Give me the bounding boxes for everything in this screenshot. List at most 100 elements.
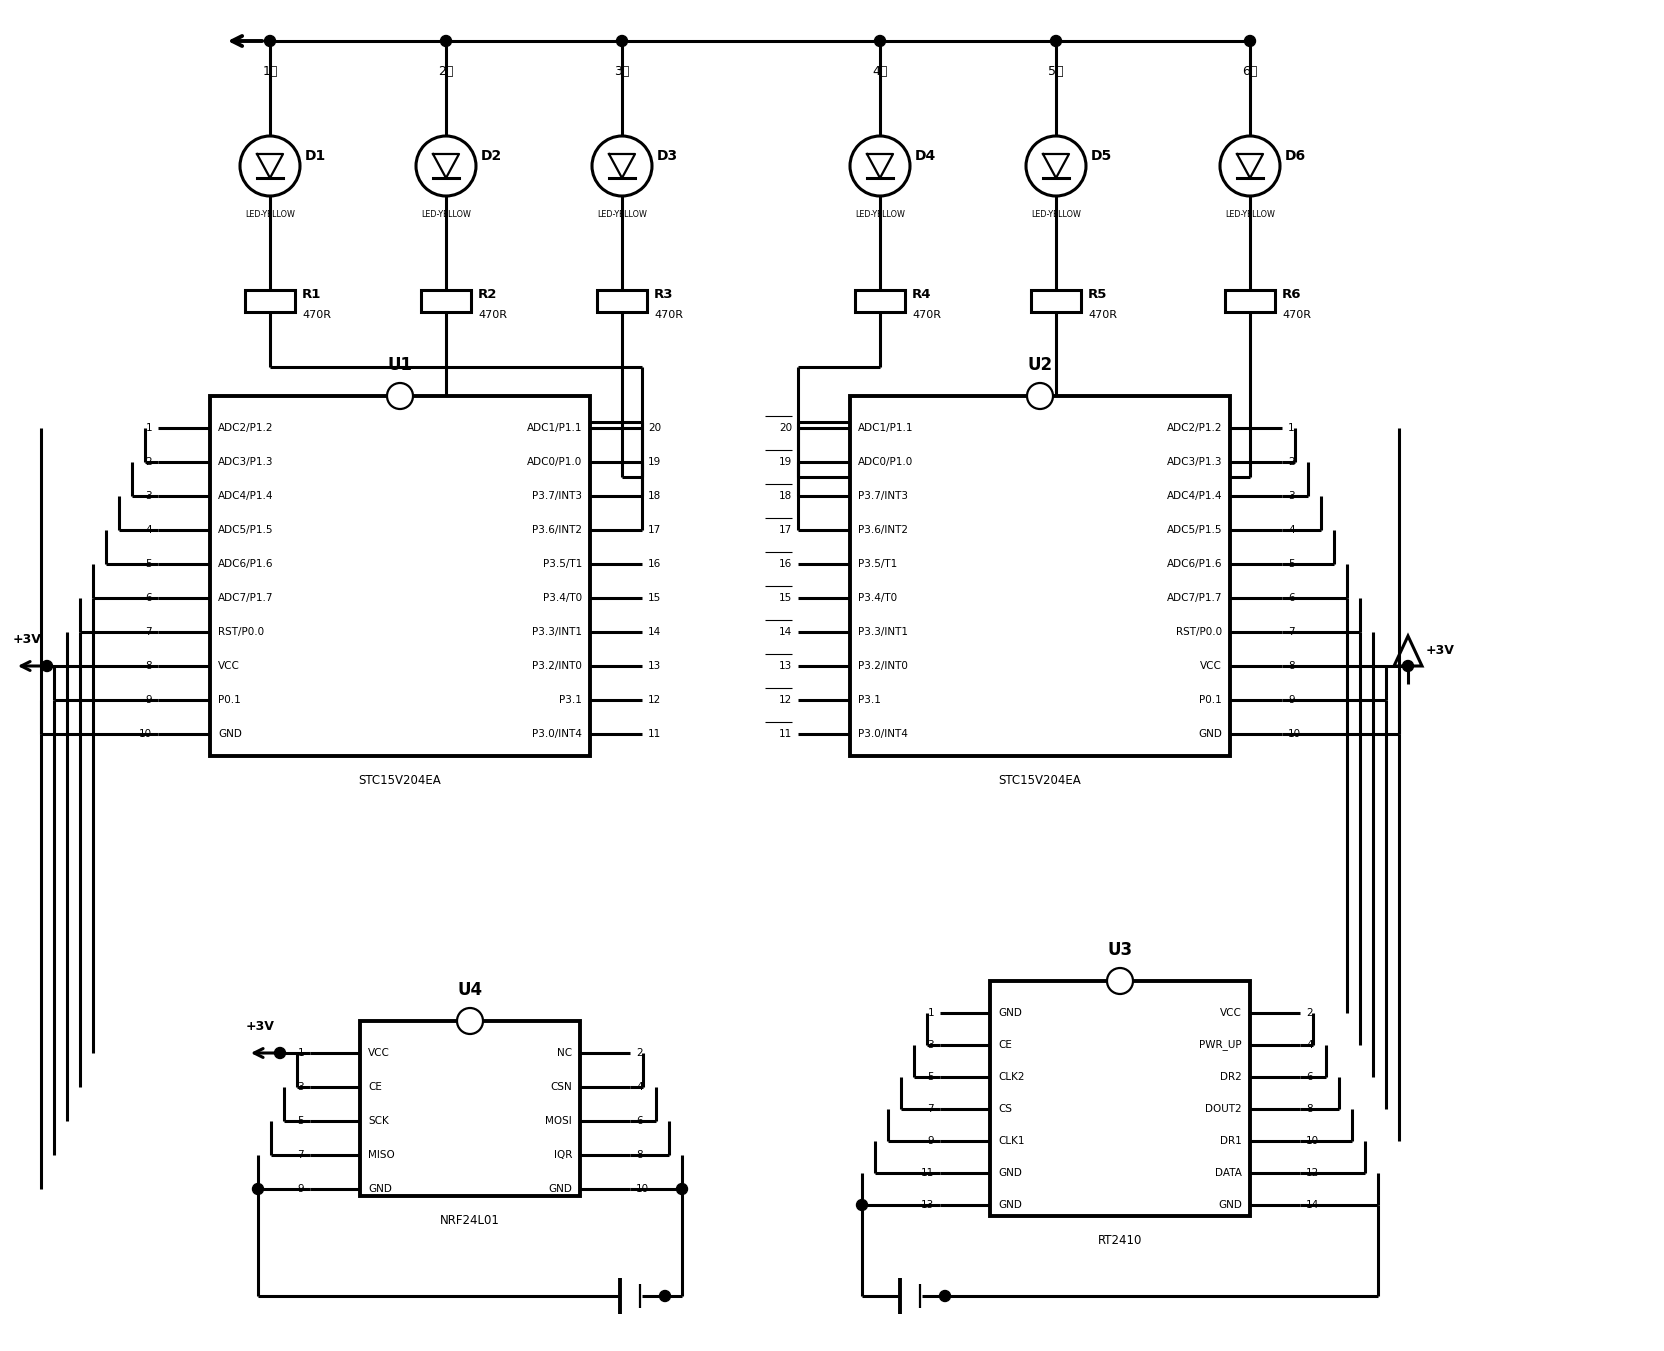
Text: U1: U1: [388, 357, 413, 374]
Text: MOSI: MOSI: [546, 1116, 572, 1125]
Text: P3.3/INT1: P3.3/INT1: [532, 627, 582, 638]
Text: 20: 20: [647, 423, 661, 434]
Text: STC15V204EA: STC15V204EA: [998, 774, 1082, 788]
Text: D1: D1: [305, 149, 326, 163]
Text: NC: NC: [557, 1048, 572, 1058]
Text: 3: 3: [298, 1082, 305, 1092]
Text: 13: 13: [920, 1200, 934, 1210]
Text: GND: GND: [218, 730, 241, 739]
Text: CE: CE: [368, 1082, 381, 1092]
Text: RST/P0.0: RST/P0.0: [218, 627, 265, 638]
Text: LED-YELLOW: LED-YELLOW: [1225, 209, 1275, 219]
Text: 6: 6: [1288, 593, 1295, 603]
Circle shape: [857, 1200, 867, 1210]
Text: ADC4/P1.4: ADC4/P1.4: [218, 490, 273, 501]
Text: 2: 2: [1288, 457, 1295, 467]
Text: D2: D2: [481, 149, 503, 163]
Text: 11: 11: [779, 730, 792, 739]
Circle shape: [592, 136, 652, 196]
Text: D4: D4: [915, 149, 937, 163]
Text: 13: 13: [647, 661, 661, 671]
Text: 14: 14: [779, 627, 792, 638]
Text: 12: 12: [647, 694, 661, 705]
Text: LED-YELLOW: LED-YELLOW: [1032, 209, 1082, 219]
Text: P3.4/T0: P3.4/T0: [542, 593, 582, 603]
Text: P0.1: P0.1: [218, 694, 241, 705]
Text: GND: GND: [368, 1183, 393, 1194]
Text: 2号: 2号: [438, 65, 454, 78]
Text: 19: 19: [647, 457, 661, 467]
Text: DR1: DR1: [1220, 1136, 1241, 1146]
Text: 3: 3: [927, 1040, 934, 1050]
Bar: [245, 290, 295, 312]
Text: ADC6/P1.6: ADC6/P1.6: [1166, 559, 1221, 569]
Text: U3: U3: [1108, 942, 1133, 959]
Text: RST/P0.0: RST/P0.0: [1176, 627, 1221, 638]
Text: LED-YELLOW: LED-YELLOW: [421, 209, 471, 219]
Bar: [597, 290, 647, 312]
Circle shape: [850, 136, 910, 196]
Text: 4: 4: [145, 526, 151, 535]
Bar: [1032, 290, 1082, 312]
Text: 2: 2: [1306, 1008, 1313, 1019]
Bar: [850, 396, 1230, 757]
Text: P3.7/INT3: P3.7/INT3: [859, 490, 909, 501]
Text: LED-YELLOW: LED-YELLOW: [597, 209, 647, 219]
Text: 14: 14: [647, 627, 661, 638]
Text: 4: 4: [1306, 1040, 1313, 1050]
Text: 13: 13: [779, 661, 792, 671]
Text: ADC2/P1.2: ADC2/P1.2: [1166, 423, 1221, 434]
Text: R2: R2: [478, 289, 498, 301]
Text: P3.3/INT1: P3.3/INT1: [859, 627, 909, 638]
Text: VCC: VCC: [368, 1048, 389, 1058]
Text: 10: 10: [1306, 1136, 1320, 1146]
Text: 11: 11: [647, 730, 661, 739]
Circle shape: [42, 661, 53, 671]
Text: 15: 15: [647, 593, 661, 603]
Text: P3.6/INT2: P3.6/INT2: [532, 526, 582, 535]
Text: 470R: 470R: [478, 309, 508, 320]
Text: 6号: 6号: [1243, 65, 1258, 78]
Text: 7: 7: [298, 1150, 305, 1161]
Text: P3.5/T1: P3.5/T1: [859, 559, 897, 569]
Text: P3.0/INT4: P3.0/INT4: [859, 730, 909, 739]
Text: CLK2: CLK2: [998, 1071, 1025, 1082]
Text: 10: 10: [138, 730, 151, 739]
Bar: [210, 396, 591, 757]
Text: 8: 8: [636, 1150, 642, 1161]
Text: U4: U4: [458, 981, 483, 998]
Text: ADC7/P1.7: ADC7/P1.7: [218, 593, 273, 603]
Text: ADC0/P1.0: ADC0/P1.0: [527, 457, 582, 467]
Circle shape: [659, 1290, 671, 1301]
Text: ADC0/P1.0: ADC0/P1.0: [859, 457, 914, 467]
Text: 4号: 4号: [872, 65, 887, 78]
Text: 5: 5: [927, 1071, 934, 1082]
Circle shape: [458, 1008, 483, 1034]
Text: 5: 5: [1288, 559, 1295, 569]
Text: 12: 12: [779, 694, 792, 705]
Text: P3.5/T1: P3.5/T1: [542, 559, 582, 569]
Text: P3.7/INT3: P3.7/INT3: [532, 490, 582, 501]
Text: 3: 3: [145, 490, 151, 501]
Text: 8: 8: [1306, 1104, 1313, 1115]
Text: 19: 19: [779, 457, 792, 467]
Text: 15: 15: [779, 593, 792, 603]
Text: 10: 10: [636, 1183, 649, 1194]
Text: P3.1: P3.1: [859, 694, 880, 705]
Text: R4: R4: [912, 289, 932, 301]
Circle shape: [275, 1047, 286, 1058]
Bar: [359, 1021, 581, 1196]
Text: 1: 1: [927, 1008, 934, 1019]
Text: ADC1/P1.1: ADC1/P1.1: [526, 423, 582, 434]
Text: P3.4/T0: P3.4/T0: [859, 593, 897, 603]
Text: 9: 9: [298, 1183, 305, 1194]
Circle shape: [388, 382, 413, 409]
Text: 16: 16: [647, 559, 661, 569]
Text: GND: GND: [547, 1183, 572, 1194]
Text: 18: 18: [647, 490, 661, 501]
Text: 1: 1: [1288, 423, 1295, 434]
Text: 2: 2: [636, 1048, 642, 1058]
Text: VCC: VCC: [218, 661, 240, 671]
Circle shape: [1027, 382, 1053, 409]
Text: 17: 17: [647, 526, 661, 535]
